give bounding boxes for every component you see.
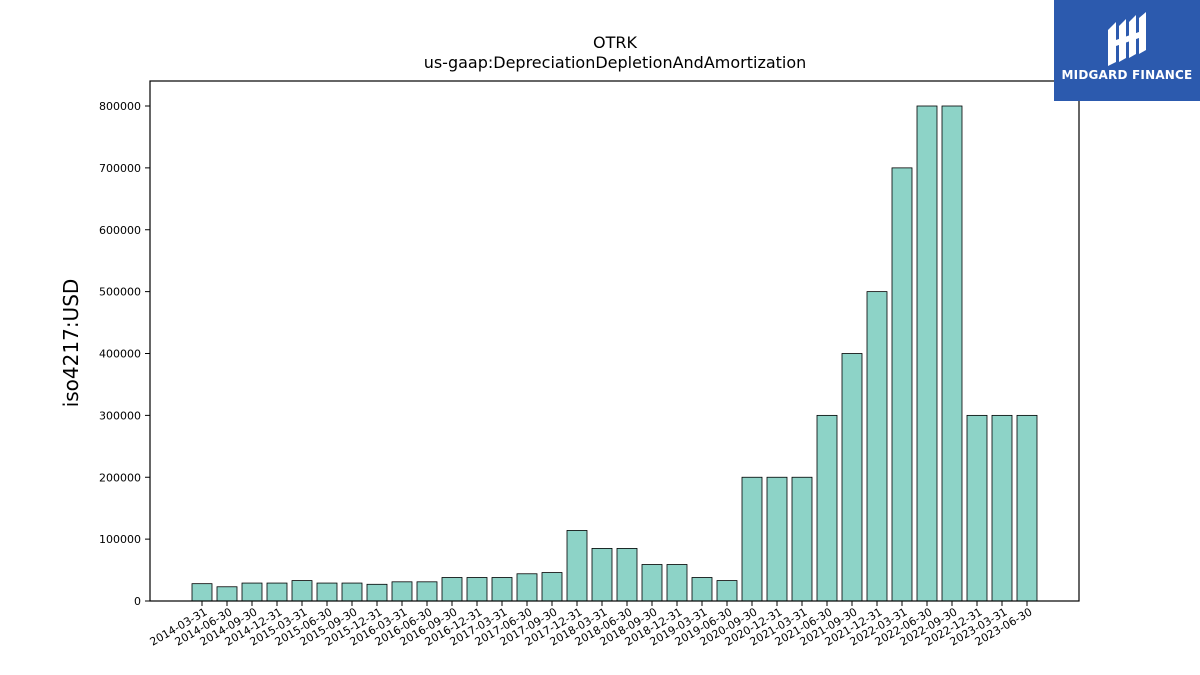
bar-2021-09-30 (841, 353, 863, 602)
y-tick-label: 300000 (99, 409, 141, 422)
y-tick-label: 400000 (99, 348, 141, 361)
chart-title: OTRK (593, 33, 637, 52)
y-tick-label: 100000 (99, 533, 141, 546)
brand-logo: MIDGARD FINANCE (1054, 0, 1200, 101)
x-axis-ticks: 2014-03-312014-06-302014-09-302014-12-31… (148, 601, 1035, 649)
bar-2022-12-31 (966, 414, 988, 602)
bar-2019-03-31 (691, 577, 713, 602)
bar-2018-09-30 (641, 564, 663, 602)
bar-2018-06-30 (616, 548, 638, 602)
y-tick-label: 800000 (99, 100, 141, 113)
bar-2015-06-30 (316, 582, 338, 602)
bar-2017-06-30 (516, 573, 538, 602)
y-tick-label: 500000 (99, 286, 141, 299)
chart-subtitle: us-gaap:DepreciationDepletionAndAmortiza… (424, 53, 807, 72)
bar-2016-06-30 (416, 581, 438, 602)
bar-2014-06-30 (216, 586, 238, 602)
bars-group (191, 105, 1038, 602)
bar-2017-09-30 (541, 572, 563, 602)
bar-2021-03-31 (791, 476, 813, 602)
bar-2016-12-31 (466, 577, 488, 602)
bar-2022-03-31 (891, 167, 913, 602)
bar-2018-03-31 (591, 548, 613, 602)
y-tick-label: 0 (134, 595, 141, 608)
bar-2016-09-30 (441, 577, 463, 602)
bar-2021-12-31 (866, 291, 888, 602)
bar-2015-03-31 (291, 580, 313, 602)
bar-2014-03-31 (191, 583, 213, 602)
bar-2015-09-30 (341, 582, 363, 602)
y-axis-label: iso4217:USD (59, 279, 83, 408)
y-tick-label: 700000 (99, 162, 141, 175)
bar-2023-03-31 (991, 414, 1013, 602)
bar-2017-03-31 (491, 577, 513, 602)
logo-text: MIDGARD FINANCE (1061, 68, 1193, 82)
bar-2014-09-30 (241, 582, 263, 602)
bar-2022-06-30 (916, 105, 938, 602)
bar-2020-09-30 (741, 476, 763, 602)
bar-2022-09-30 (941, 105, 963, 602)
bar-2023-06-30 (1016, 414, 1038, 602)
bar-2020-12-31 (766, 476, 788, 602)
y-tick-label: 200000 (99, 471, 141, 484)
bar-2021-06-30 (816, 414, 838, 602)
bar-2015-12-31 (366, 583, 388, 602)
midgard-logo-icon (1108, 12, 1146, 66)
bar-2014-12-31 (266, 582, 288, 602)
bar-2017-12-31 (566, 530, 588, 602)
bar-2019-06-30 (716, 580, 738, 602)
bar-2016-03-31 (391, 581, 413, 602)
y-axis-ticks: 0 100000 200000 300000 400000 500000 600000 700… (99, 100, 150, 608)
y-tick-label: 600000 (99, 224, 141, 237)
bar-2018-12-31 (666, 564, 688, 602)
plot-frame (149, 80, 1080, 602)
